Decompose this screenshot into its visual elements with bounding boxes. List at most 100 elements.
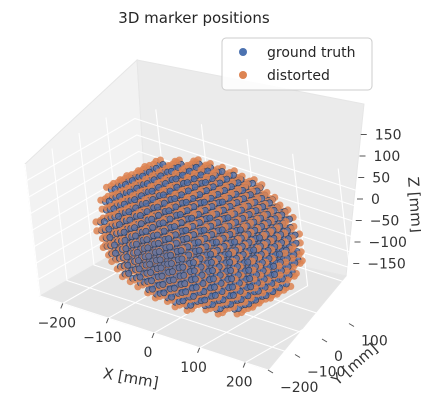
marker-ground-truth [157,264,165,272]
marker-ground-truth [250,246,258,254]
marker-ground-truth [160,199,168,207]
marker-ground-truth [171,223,178,230]
marker-ground-truth [180,271,188,279]
x-axis-tick [242,362,246,368]
grid-line-y [51,148,296,356]
marker-ground-truth [115,212,122,220]
z-axis-tick-label: −100 [369,235,407,251]
grid-line-z [26,117,364,194]
marker-ground-truth [218,226,226,234]
marker-ground-truth [159,191,167,199]
marker-ground-truth [166,243,174,251]
marker-ground-truth [170,284,178,292]
grid-line-z [28,134,365,210]
marker-ground-truth [153,231,161,239]
x-axis-tick-label: 100 [180,360,207,376]
marker-ground-truth [209,183,217,191]
marker-ground-truth [226,258,234,266]
marker-ground-truth [200,198,208,206]
marker-distorted [275,262,283,270]
marker-ground-truth [148,277,155,285]
marker-ground-truth [166,215,174,223]
marker-distorted [184,173,192,181]
marker-distorted [296,259,304,267]
marker-ground-truth [144,244,152,252]
y-axis-tick [294,354,301,358]
marker-ground-truth [159,219,167,227]
marker-ground-truth [183,179,191,186]
marker-ground-truth [229,171,237,179]
x-axis-tick [105,318,109,324]
marker-ground-truth [172,175,180,183]
marker-ground-truth [191,183,199,191]
x-axis-tick-label: 0 [144,345,153,361]
marker-distorted [192,158,200,166]
marker-ground-truth [183,235,191,242]
y-axis-tick-label: −200 [280,380,318,396]
marker-ground-truth [159,281,167,288]
marker-ground-truth [160,289,168,297]
legend: ground truth distorted [221,37,373,91]
marker-ground-truth [154,239,162,247]
marker-ground-truth [177,219,185,227]
marker-ground-truth [142,227,150,235]
marker-ground-truth [207,250,214,258]
marker-ground-truth [168,260,175,267]
marker-distorted [202,173,211,181]
marker-ground-truth [190,203,198,211]
marker-ground-truth [235,279,243,287]
marker-ground-truth [200,226,208,234]
marker-ground-truth [190,267,198,275]
grid-line-x [199,153,309,349]
chart-title: 3D marker positions [118,9,270,27]
marker-ground-truth [192,283,200,291]
z-axis-tick-label: 0 [371,192,380,208]
marker-distorted [178,166,186,174]
marker-ground-truth [196,191,204,198]
marker-distorted [173,158,181,166]
marker-ground-truth [179,263,187,271]
marker-ground-truth [209,275,217,283]
marker-ground-truth [131,196,139,204]
marker-ground-truth [270,262,278,270]
marker-ground-truth [178,255,186,263]
marker-ground-truth [202,179,209,186]
marker-ground-truth [123,253,131,261]
marker-ground-truth [122,245,130,253]
marker-ground-truth [136,212,144,219]
marker-ground-truth [156,256,164,264]
marker-ground-truth [147,269,154,276]
marker-ground-truth [125,269,133,277]
legend-label-distorted: distorted [267,68,330,84]
marker-ground-truth [143,208,151,215]
z-axis-tick-label: 150 [375,128,402,144]
marker-ground-truth [195,247,203,254]
marker-ground-truth [223,175,231,183]
y-axis-tick [348,323,355,327]
marker-distorted [281,258,290,266]
marker-ground-truth [121,236,129,244]
legend-box [221,37,373,91]
x-axis-tick [197,347,201,353]
marker-ground-truth [182,288,190,296]
marker-distorted [209,169,217,177]
marker-distorted [166,162,174,170]
y-axis-tick-label: −100 [307,365,345,381]
marker-ground-truth [208,175,216,182]
marker-ground-truth [172,231,179,239]
grid-line-y [78,132,323,340]
marker-distorted [281,249,289,257]
marker-ground-truth [131,224,138,231]
marker-ground-truth [231,238,238,246]
marker-ground-truth [136,273,144,281]
marker-ground-truth [191,275,199,283]
marker-ground-truth [209,267,216,275]
marker-ground-truth [105,225,113,233]
marker-ground-truth [216,271,224,279]
marker-ground-truth [225,250,233,258]
marker-ground-truth [126,216,134,224]
marker-ground-truth [173,183,181,191]
marker-ground-truth [149,223,157,231]
marker-ground-truth [271,271,278,278]
